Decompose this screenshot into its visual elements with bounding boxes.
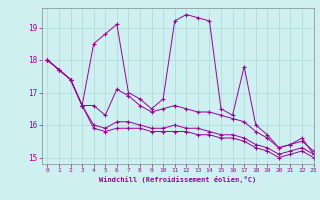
- X-axis label: Windchill (Refroidissement éolien,°C): Windchill (Refroidissement éolien,°C): [99, 176, 256, 183]
